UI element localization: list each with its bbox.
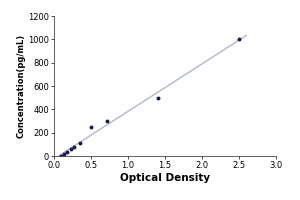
Point xyxy=(155,96,160,99)
Point xyxy=(72,145,76,148)
Point xyxy=(105,119,110,123)
Point xyxy=(68,147,73,150)
Point xyxy=(237,38,242,41)
Y-axis label: Concentration(pg/mL): Concentration(pg/mL) xyxy=(16,34,26,138)
Point xyxy=(64,151,69,154)
X-axis label: Optical Density: Optical Density xyxy=(120,173,210,183)
Point xyxy=(88,125,93,128)
Point xyxy=(77,142,82,145)
Point xyxy=(61,153,66,156)
Point xyxy=(58,154,63,158)
